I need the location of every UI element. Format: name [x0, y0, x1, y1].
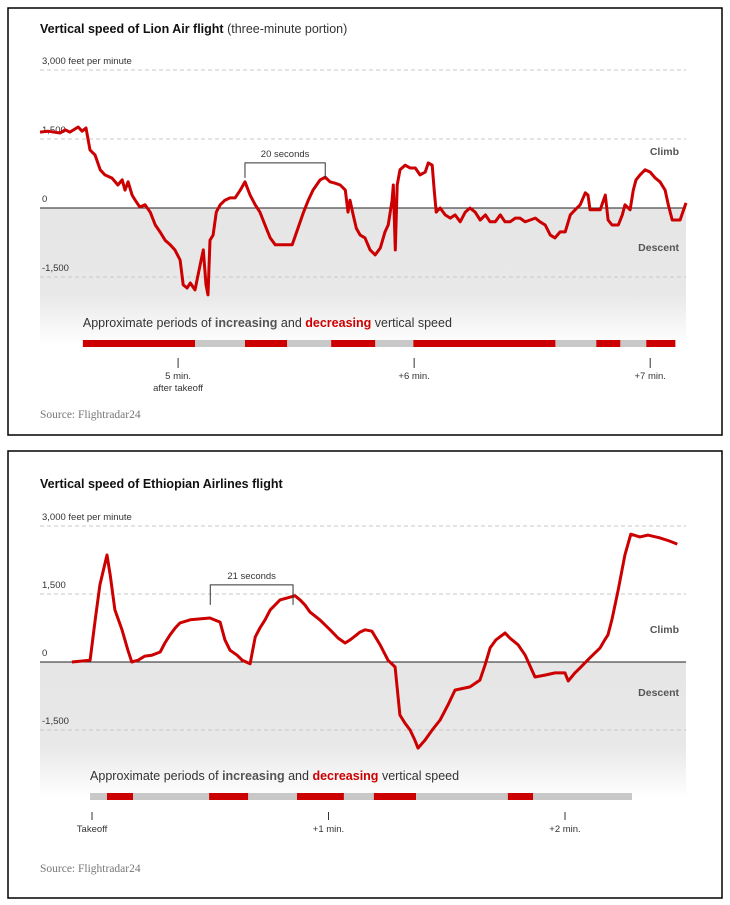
chart-title: Vertical speed of Ethiopian Airlines fli… — [40, 477, 283, 491]
x-tick-label: +2 min. — [549, 824, 581, 835]
title-text: Vertical speed of Lion Air flight — [40, 22, 224, 36]
descent-label: Descent — [638, 687, 679, 699]
period-segment — [416, 793, 508, 800]
y-tick-label: -1,500 — [42, 263, 69, 274]
period-segment — [287, 340, 332, 347]
period-segment — [343, 793, 374, 800]
period-legend: Approximate periods of increasing and de… — [83, 316, 452, 330]
x-tick-label: Takeoff — [76, 824, 108, 835]
legend-key: decreasing — [305, 316, 371, 330]
period-segment — [248, 793, 297, 800]
legend-text: and — [288, 769, 309, 783]
legend-key: decreasing — [312, 769, 378, 783]
legend-text: and — [281, 316, 302, 330]
legend-text: vertical speed — [382, 769, 459, 783]
y-tick-label: 0 — [42, 194, 47, 205]
period-legend: Approximate periods of increasing and de… — [90, 769, 459, 783]
period-segment — [620, 340, 647, 347]
x-tick-label-box: +2 min. — [549, 824, 581, 835]
x-tick-label: +6 min. — [398, 371, 430, 382]
x-tick-label: +7 min. — [634, 371, 666, 382]
bracket-label: 20 seconds — [261, 149, 310, 160]
period-segment — [195, 340, 245, 347]
legend-key: increasing — [215, 316, 278, 330]
period-segment — [107, 793, 134, 800]
legend-key: increasing — [222, 769, 285, 783]
legend-text: Approximate periods of — [83, 316, 212, 330]
descent-label: Descent — [638, 242, 679, 254]
y-tick-label: 1,500 — [42, 125, 66, 136]
speed-line — [71, 532, 678, 750]
period-segment — [244, 340, 288, 347]
y-tick-label: 1,500 — [42, 580, 66, 591]
climb-label: Climb — [650, 624, 679, 636]
chart-title: Vertical speed of Lion Air flight (three… — [40, 22, 347, 36]
period-segment — [82, 340, 196, 347]
period-segment — [533, 793, 633, 800]
x-tick-label-box: 5 min. after takeoff — [153, 371, 204, 394]
period-segment — [555, 340, 597, 347]
bracket — [244, 162, 326, 178]
y-tick-label: -1,500 — [42, 716, 69, 727]
climb-label: Climb — [650, 146, 679, 158]
x-tick-label-box: +6 min. — [398, 371, 430, 382]
x-tick-label: 5 min. after takeoff — [153, 371, 204, 394]
period-segment — [133, 793, 210, 800]
source: Source: Flightradar24 — [40, 409, 141, 421]
legend-text: vertical speed — [375, 316, 452, 330]
x-tick-label-box: +1 min. — [312, 824, 345, 835]
speed-line — [39, 125, 688, 297]
y-tick-label: 3,000 feet per minute — [42, 56, 132, 67]
period-segment — [209, 793, 249, 800]
period-segment — [596, 340, 621, 347]
y-tick-label: 3,000 feet per minute — [42, 512, 132, 523]
period-segment — [296, 793, 344, 800]
y-tick-label: 0 — [42, 648, 47, 659]
subtitle-text: (three-minute portion) — [227, 22, 347, 36]
x-tick-label-box: Takeoff — [76, 824, 108, 835]
bracket-label: 21 seconds — [227, 571, 276, 582]
period-segment — [90, 793, 108, 800]
period-segment — [413, 340, 556, 347]
title-text: Vertical speed of Ethiopian Airlines fli… — [40, 477, 283, 491]
period-segment — [373, 793, 417, 800]
period-segment — [507, 793, 534, 800]
bracket — [209, 584, 294, 605]
x-tick-label: +1 min. — [312, 824, 345, 835]
period-segment — [375, 340, 414, 347]
period-segment — [646, 340, 676, 347]
source: Source: Flightradar24 — [40, 863, 141, 875]
x-tick-label-box: +7 min. — [634, 371, 666, 382]
period-segment — [331, 340, 376, 347]
legend-text: Approximate periods of — [90, 769, 219, 783]
